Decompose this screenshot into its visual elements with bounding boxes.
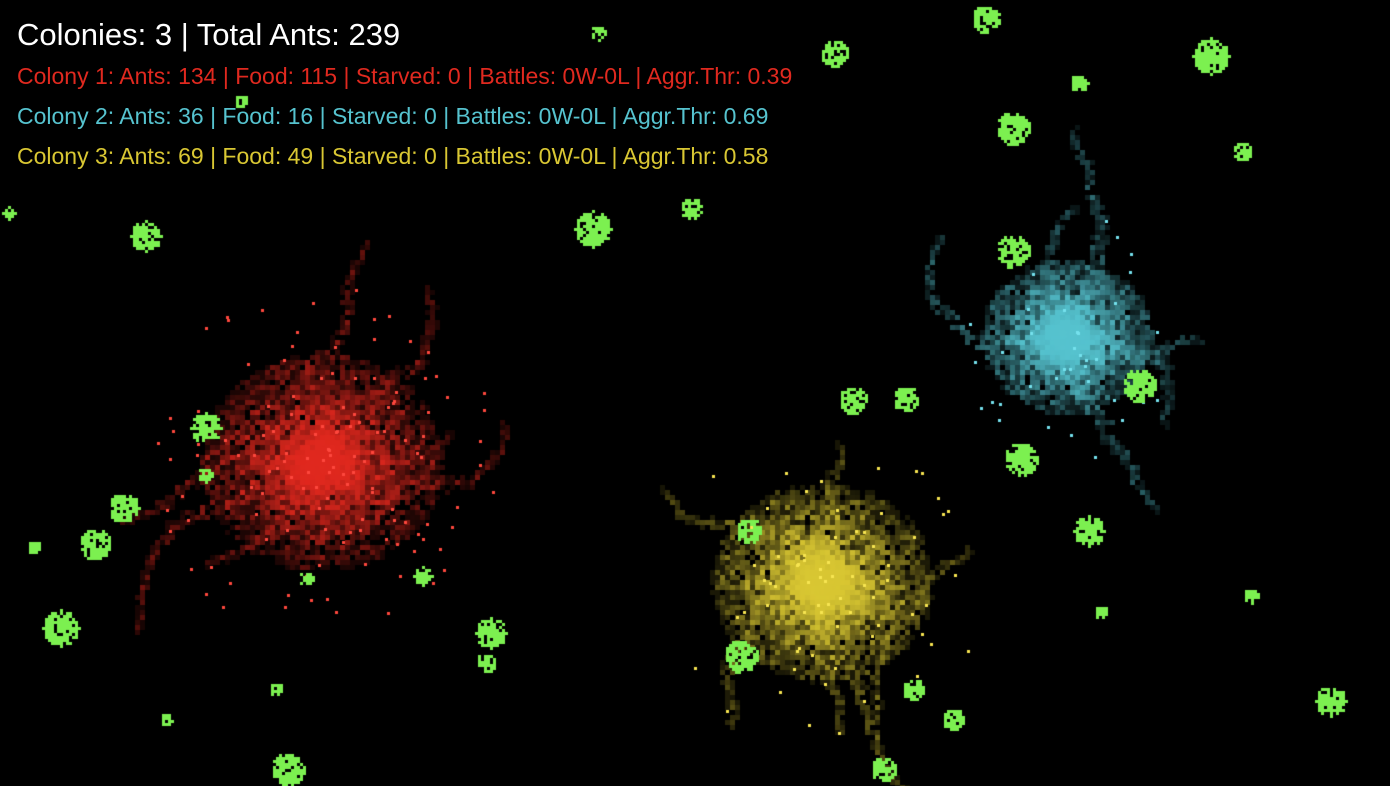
colony-2-stats: Colony 2: Ants: 36 | Food: 16 | Starved:… bbox=[17, 103, 769, 129]
hud-title: Colonies: 3 | Total Ants: 239 bbox=[17, 17, 401, 52]
stats-overlay: Colonies: 3 | Total Ants: 239 Colony 1: … bbox=[17, 14, 792, 176]
colony-3-stats: Colony 3: Ants: 69 | Food: 49 | Starved:… bbox=[17, 143, 769, 169]
colony-1-stats: Colony 1: Ants: 134 | Food: 115 | Starve… bbox=[17, 63, 793, 89]
